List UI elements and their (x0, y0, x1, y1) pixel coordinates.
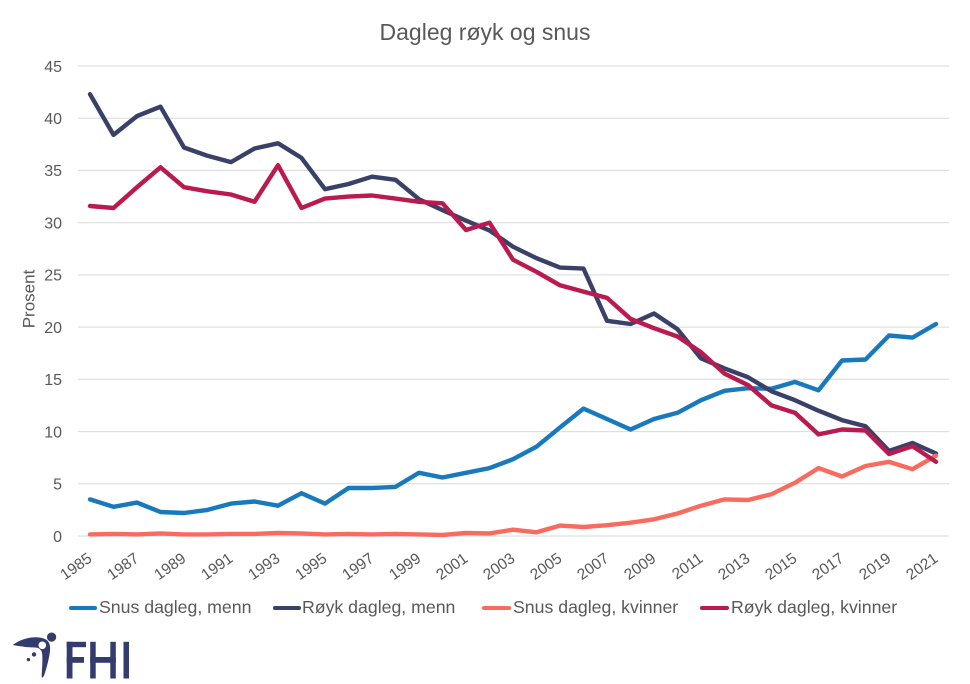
svg-text:Snus dagleg, kvinner: Snus dagleg, kvinner (513, 597, 678, 617)
svg-text:Snus dagleg, menn: Snus dagleg, menn (99, 597, 251, 617)
svg-text:20: 20 (44, 320, 62, 337)
svg-text:30: 30 (44, 216, 62, 233)
svg-text:5: 5 (53, 477, 62, 494)
svg-text:15: 15 (44, 372, 62, 389)
svg-text:10: 10 (44, 424, 62, 441)
svg-text:25: 25 (44, 268, 62, 285)
svg-text:40: 40 (44, 111, 62, 128)
svg-text:0: 0 (53, 529, 62, 546)
svg-text:Prosent: Prosent (20, 269, 39, 328)
svg-text:Røyk dagleg, menn: Røyk dagleg, menn (302, 597, 455, 617)
svg-text:35: 35 (44, 163, 62, 180)
svg-text:Dagleg røyk og snus: Dagleg røyk og snus (380, 19, 591, 45)
svg-text:45: 45 (44, 59, 62, 76)
svg-text:Røyk dagleg, kvinner: Røyk dagleg, kvinner (731, 597, 897, 617)
